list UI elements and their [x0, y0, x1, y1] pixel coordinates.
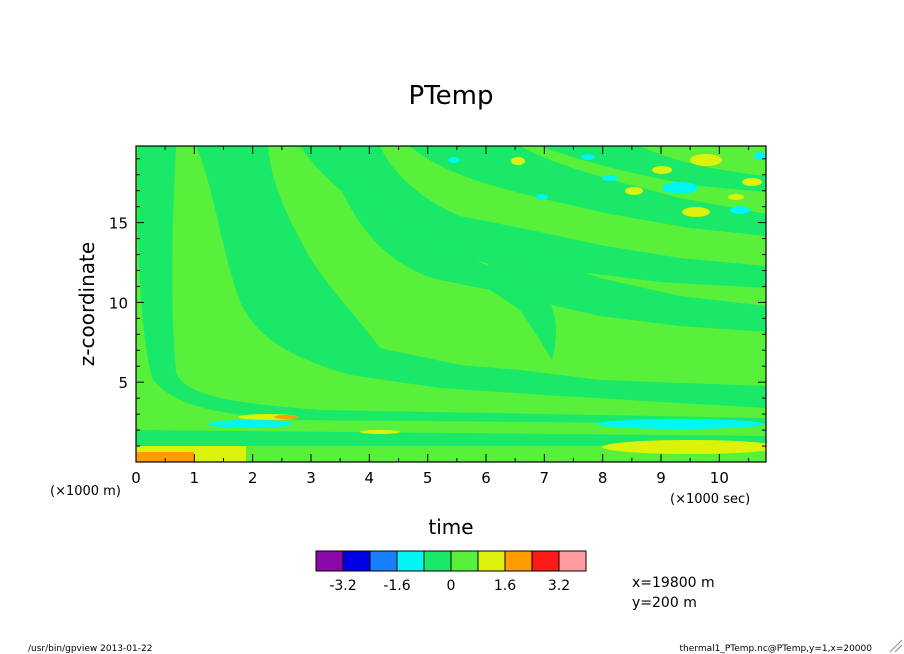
colorbar-label: 1.6: [494, 578, 516, 594]
field-yellow: [602, 440, 766, 454]
field-yellow: [652, 166, 672, 174]
field-cyan: [596, 419, 764, 429]
x-tick-label: 0: [131, 469, 141, 487]
x-tick-label: 8: [598, 469, 608, 487]
field-band: [137, 146, 766, 424]
note-y: y=200 m: [632, 595, 697, 611]
footer-left: /usr/bin/gpview 2013-01-22: [28, 644, 152, 654]
colorbar-label: 3.2: [548, 578, 570, 594]
x-tick-label: 1: [190, 469, 200, 487]
colorbar-swatch: [450, 550, 479, 572]
field-band: [336, 176, 556, 360]
colorbar-swatch: [477, 550, 506, 572]
colorbar-swatch: [504, 550, 533, 572]
colorbar-label: -3.2: [329, 578, 356, 594]
field-orange: [136, 452, 194, 462]
field-band: [196, 146, 766, 408]
field-cyan: [602, 175, 618, 181]
x-tick-label: 6: [481, 469, 491, 487]
field-band: [484, 246, 766, 332]
field-cyan: [754, 152, 766, 160]
field-yellow: [625, 187, 643, 195]
colorbar-label: 0: [447, 578, 456, 594]
colorbar-swatch: [423, 550, 452, 572]
x-axis-ticks: 0 1 2 3 4 5 6 7 8 9 10: [131, 146, 749, 487]
colorbar-swatch: [531, 550, 560, 572]
colorbar: [315, 550, 587, 572]
colorbar-swatch: [315, 550, 344, 572]
colorbar-swatch: [342, 550, 371, 572]
colorbar-label: -1.6: [383, 578, 410, 594]
field-cyan: [448, 157, 460, 163]
field-cyan: [730, 206, 750, 214]
field-cyan: [208, 420, 292, 428]
x-tick-label: 3: [306, 469, 316, 487]
field-cyan: [536, 194, 548, 200]
plot-frame: [135, 145, 767, 463]
field-yellow: [728, 194, 744, 200]
y-tick-label: 10: [109, 294, 128, 312]
colorbar-swatch: [396, 550, 425, 572]
x-tick-label: 10: [710, 469, 729, 487]
field-band: [136, 430, 766, 446]
footer-right: thermal1_PTemp.nc@PTemp,y=1,x=20000: [680, 644, 873, 654]
heatmap-field: [136, 146, 766, 462]
x-axis-unit: (×1000 sec): [670, 492, 750, 507]
x-axis-label: time: [428, 515, 473, 539]
colorbar-labels: -3.2 -1.6 0 1.6 3.2: [329, 578, 570, 594]
resize-grip-icon[interactable]: [889, 639, 903, 653]
x-tick-label: 7: [540, 469, 550, 487]
colorbar-swatch: [369, 550, 398, 572]
y-tick-label: 15: [109, 215, 128, 233]
x-tick-label: 2: [248, 469, 258, 487]
field-yellow: [360, 430, 400, 434]
chart-title: PTemp: [409, 81, 494, 111]
y-axis-label: z-coordinate: [75, 242, 99, 366]
note-x: x=19800 m: [632, 575, 715, 591]
field-band: [410, 146, 766, 236]
field-cyan: [662, 182, 698, 194]
y-axis-ticks: 5 10 15: [109, 158, 766, 447]
field-yellow: [742, 178, 762, 186]
field-yellow: [682, 207, 710, 217]
field-cyan: [581, 154, 595, 160]
field-yellow: [690, 154, 722, 166]
colorbar-swatch: [558, 550, 587, 572]
x-tick-label: 5: [423, 469, 433, 487]
x-tick-label: 9: [656, 469, 666, 487]
y-axis-unit: (×1000 m): [50, 484, 121, 499]
x-tick-label: 4: [365, 469, 375, 487]
y-tick-label: 5: [118, 374, 128, 392]
field-yellow: [511, 157, 525, 165]
field-orange: [274, 415, 298, 419]
